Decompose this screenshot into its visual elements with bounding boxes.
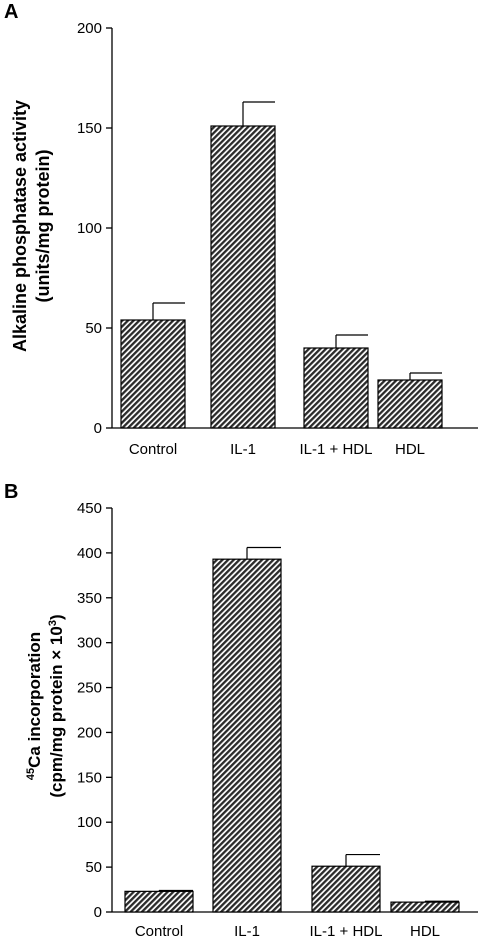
panel-b-y-tick-label: 150 xyxy=(77,769,102,786)
panel-b-bar-3 xyxy=(390,901,460,913)
panel-a-category-label-3: HDL xyxy=(395,441,425,458)
panel-a-bars: Control IL-1 IL-1 + HDL HDL xyxy=(120,101,443,458)
panel-a-y-tick-label: 0 xyxy=(94,420,102,437)
panel-b-bar-0 xyxy=(124,890,194,913)
panel-a-y-tick-label: 200 xyxy=(77,20,102,37)
panel-a-bar-0 xyxy=(120,319,186,429)
panel-a-y-tick-label: 150 xyxy=(77,120,102,137)
panel-a-ylabel-line2: (units/mg protein) xyxy=(33,150,53,303)
panel-a-label: A xyxy=(4,1,18,23)
panel-a-category-label-0: Control xyxy=(129,441,177,458)
panel-b-y-tick-label: 200 xyxy=(77,724,102,741)
panel-b-y-tick-label: 0 xyxy=(94,904,102,921)
panel-b-category-label-1: IL-1 xyxy=(234,923,260,939)
panel-b-axes: 0 50 100 150 200 250 300 350 400 450 xyxy=(77,500,478,921)
panel-a-category-label-2: IL-1 + HDL xyxy=(300,441,373,458)
panel-b-category-label-0: Control xyxy=(135,923,183,939)
panel-a-ylabel-line1: Alkaline phosphatase activity xyxy=(10,100,30,352)
panel-b-ylabel-line1-text: Ca incorporation xyxy=(25,632,44,768)
panel-a-bar-2 xyxy=(303,347,369,429)
panel-a-bar-3 xyxy=(377,379,443,429)
panel-b-ylabel-line2: (cpm/mg protein × 103) xyxy=(47,614,66,797)
panel-b-label: B xyxy=(4,481,18,503)
panel-b-bar-2 xyxy=(311,865,381,913)
panel-b-ylabel-line1: 45Ca incorporation xyxy=(25,632,44,780)
panel-b-y-tick-label: 300 xyxy=(77,635,102,652)
panel-a-y-tick-label: 50 xyxy=(85,320,102,337)
panel-b-y-tick-label: 400 xyxy=(77,545,102,562)
panel-a-y-tick-label: 100 xyxy=(77,220,102,237)
panel-a-y-axis-label: Alkaline phosphatase activity (units/mg … xyxy=(10,100,53,352)
panel-b-ylabel-sup1: 45 xyxy=(25,768,37,780)
panel-b-y-tick-label: 250 xyxy=(77,680,102,697)
panel-b-bars: Control IL-1 IL-1 + HDL HDL xyxy=(124,546,460,939)
panel-b-ylabel-sup2: 3 xyxy=(47,620,59,626)
panel-a-bar-1 xyxy=(210,125,276,429)
panel-b-y-tick-label: 450 xyxy=(77,500,102,517)
panel-a-category-label-1: IL-1 xyxy=(230,441,256,458)
panel-b-ylabel-line2-close: ) xyxy=(47,614,66,620)
panel-b-y-axis-label: 45Ca incorporation (cpm/mg protein × 103… xyxy=(25,614,66,797)
panel-b-y-tick-label: 50 xyxy=(85,859,102,876)
panel-b-bar-1 xyxy=(212,558,282,913)
panel-b-category-label-2: IL-1 + HDL xyxy=(310,923,383,939)
panel-b-ylabel-line2-text: (cpm/mg protein × 10 xyxy=(47,626,66,797)
panel-b-y-tick-label: 350 xyxy=(77,590,102,607)
panel-b: B 45Ca incorporation (cpm/mg protein × 1… xyxy=(4,481,478,939)
panel-a: A Alkaline phosphatase activity (units/m… xyxy=(4,1,478,458)
panel-b-y-tick-label: 100 xyxy=(77,814,102,831)
panel-b-category-label-3: HDL xyxy=(410,923,440,939)
